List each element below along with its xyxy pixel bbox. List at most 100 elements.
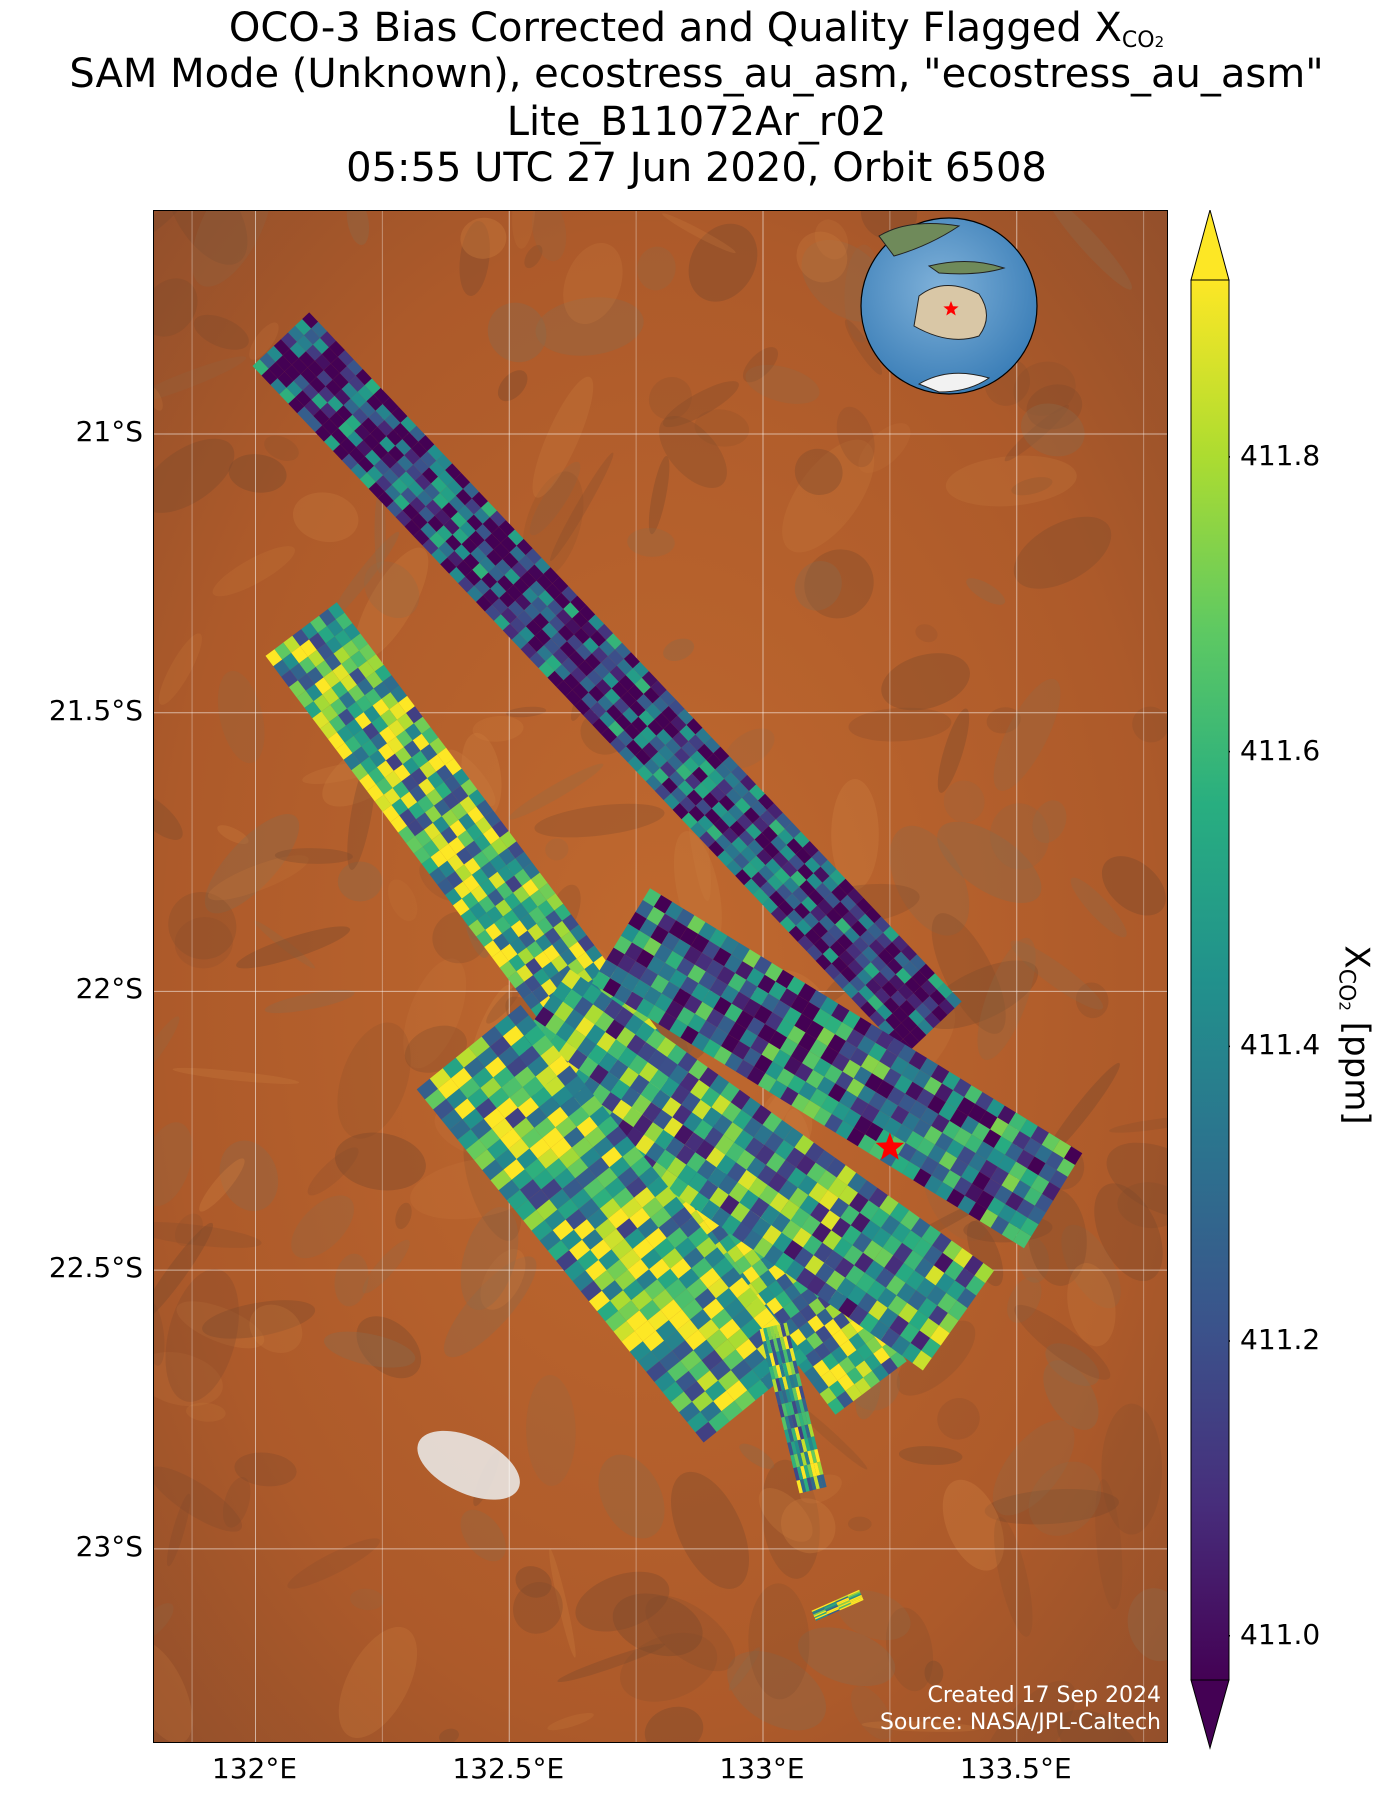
xco2-sounding <box>920 1156 939 1176</box>
xco2-sounding <box>923 1125 943 1145</box>
xco2-sounding <box>440 826 458 844</box>
xco2-sounding <box>325 379 342 396</box>
xco2-sounding <box>994 1185 1013 1205</box>
xco2-sounding <box>661 981 681 1001</box>
xco2-sounding <box>290 663 307 681</box>
xco2-sounding <box>457 505 474 522</box>
xco2-sounding <box>698 1020 718 1040</box>
map-panel[interactable]: Created 17 Sep 2024 Source: NASA/JPL-Cal… <box>153 210 1168 1743</box>
xco2-sounding <box>788 1374 796 1389</box>
xco2-sounding <box>919 1058 939 1077</box>
xco2-sounding <box>855 1360 873 1378</box>
xco2-sounding <box>476 1046 498 1068</box>
xco2-sounding <box>784 1416 791 1430</box>
xco2-sounding <box>732 1041 751 1060</box>
xco2-sounding <box>777 828 794 845</box>
xco2-sounding <box>441 1109 463 1130</box>
xco2-sounding <box>781 861 798 878</box>
terrain-patch <box>881 653 970 711</box>
xco2-sounding <box>674 747 691 764</box>
xco2-sounding <box>836 1597 849 1605</box>
xco2-sounding <box>437 747 454 765</box>
xco2-sounding <box>674 1237 697 1259</box>
xco2-sounding <box>953 1127 972 1147</box>
colorbar-tick-label: 411.0 <box>1240 1617 1321 1651</box>
xco2-sounding <box>811 921 828 938</box>
xco2-sounding <box>752 816 769 833</box>
xco2-sounding <box>883 997 900 1014</box>
terrain-patch <box>858 423 911 473</box>
xco2-sounding <box>606 1259 628 1281</box>
xco2-sounding <box>787 1025 806 1045</box>
xco2-sounding <box>872 1364 889 1382</box>
xco2-sounding <box>788 925 805 942</box>
xco2-sounding <box>626 1310 648 1332</box>
xco2-sounding <box>820 1210 841 1231</box>
xco2-sounding <box>439 486 456 503</box>
xco2-sounding <box>838 1041 858 1060</box>
xco2-sounding <box>291 358 308 375</box>
xco2-sounding <box>677 780 694 797</box>
xco2-sounding <box>591 646 608 663</box>
xco2-sounding <box>456 560 473 577</box>
xco2-sounding <box>656 1037 677 1058</box>
xco2-sounding <box>304 701 322 719</box>
terrain-patch <box>291 1195 355 1259</box>
terrain-patch <box>794 561 842 611</box>
xco2-sounding <box>357 456 374 473</box>
terrain-patch <box>848 1516 872 1532</box>
xco2-sounding <box>691 1099 712 1120</box>
xco2-sounding <box>1038 1163 1057 1182</box>
xco2-sounding <box>586 1208 608 1230</box>
terrain-patch <box>168 892 237 960</box>
xco2-sounding <box>607 649 624 666</box>
xco2-sounding <box>942 1240 963 1261</box>
xco2-sounding <box>824 1601 837 1608</box>
xco2-sounding <box>679 796 696 813</box>
map-canvas[interactable] <box>154 211 1168 1743</box>
xco2-sounding <box>736 1149 756 1170</box>
xco2-sounding <box>560 1096 582 1117</box>
xco2-sounding <box>585 1260 607 1281</box>
terrain-patch <box>362 1239 410 1294</box>
xco2-sounding <box>390 461 406 479</box>
xco2-sounding <box>686 718 703 735</box>
xco2-sounding <box>328 340 345 357</box>
xco2-sounding <box>759 1328 767 1342</box>
xco2-sounding <box>829 1197 850 1218</box>
xco2-sounding <box>793 1453 801 1468</box>
xco2-sounding <box>701 1349 723 1371</box>
xco2-sounding <box>746 1017 765 1036</box>
xco2-sounding <box>785 1389 792 1403</box>
xco2-sounding <box>868 1187 888 1208</box>
xco2-sounding <box>928 1305 948 1326</box>
xco2-sounding <box>670 1084 691 1105</box>
xco2-sounding <box>890 1350 907 1368</box>
xco2-sounding <box>815 882 832 899</box>
xco2-sounding <box>814 1342 831 1360</box>
xco2-sounding <box>789 1328 807 1346</box>
xco2-sounding <box>820 1370 838 1388</box>
xco2-sounding <box>894 1022 911 1039</box>
xco2-sounding <box>654 944 673 963</box>
xco2-sounding <box>848 1333 866 1351</box>
xco2-sounding <box>774 1391 782 1405</box>
xco2-sounding <box>955 1268 975 1288</box>
xco2-sounding <box>604 688 621 705</box>
xco2-sounding <box>726 859 743 876</box>
terrain-patch <box>739 1443 775 1469</box>
xco2-sounding <box>872 1061 891 1081</box>
xco2-sounding <box>297 406 314 423</box>
xco2-sounding <box>511 1169 533 1190</box>
xco2-sounding <box>781 1389 789 1404</box>
xco2-sounding <box>762 1112 783 1133</box>
xco2-sounding <box>516 538 533 556</box>
xco2-sounding <box>680 1025 699 1045</box>
xco2-sounding <box>555 1116 577 1138</box>
xco2-sounding <box>912 1237 933 1258</box>
xco2-sounding <box>944 1260 964 1281</box>
xco2-sounding <box>819 1387 837 1405</box>
xco2-sounding <box>772 1338 780 1352</box>
xco2-sounding <box>388 445 405 462</box>
xco2-sounding <box>837 1600 850 1607</box>
